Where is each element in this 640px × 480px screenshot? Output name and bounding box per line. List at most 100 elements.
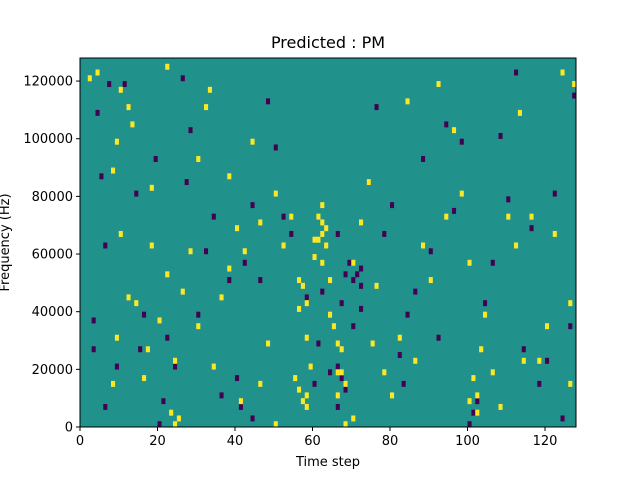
heatmap-cell-high [514, 242, 519, 249]
heatmap-cell-high [475, 392, 480, 399]
heatmap-cell-low [359, 282, 364, 289]
heatmap-cell-high [328, 277, 333, 284]
heatmap-cell-high [397, 334, 402, 341]
heatmap-cell-high [390, 392, 395, 399]
heatmap-cell-high [517, 109, 522, 116]
heatmap-cell-high [173, 357, 178, 364]
heatmap-cell-low [359, 305, 364, 312]
heatmap-cell-low [382, 230, 387, 237]
heatmap-cell-low [351, 277, 356, 284]
heatmap-cell-high [475, 409, 480, 416]
heatmap-cell-high [405, 98, 410, 105]
heatmap-cell-low [103, 242, 108, 249]
heatmap-cell-low [537, 380, 542, 387]
heatmap-cell-low [401, 380, 406, 387]
heatmap-cell-low [289, 230, 294, 237]
plot-frame [79, 57, 577, 428]
heatmap-cell-low [506, 196, 511, 203]
heatmap-cell-low [153, 156, 158, 162]
heatmap-cell-high [126, 104, 131, 111]
heatmap-cell-high [304, 334, 309, 341]
y-tick-label: 60000 [32, 248, 73, 263]
heatmap-cell-high [328, 311, 333, 318]
heatmap-cell-high [304, 403, 309, 410]
heatmap-cell-high [289, 213, 294, 220]
heatmap-cell-low [138, 346, 143, 353]
heatmap-cell-high [452, 127, 457, 134]
heatmap-cell-high [126, 294, 131, 301]
heatmap-cell-high [173, 421, 178, 428]
heatmap-cell-low [521, 346, 526, 353]
heatmap-cell-high [304, 392, 309, 399]
heatmap-cell-high [176, 415, 181, 422]
heatmap-cell-low [483, 300, 488, 307]
heatmap-cell-high [297, 386, 302, 393]
heatmap-cell-high [130, 121, 135, 128]
heatmap-cell-low [374, 104, 379, 111]
heatmap-cell-low [475, 398, 480, 405]
heatmap-cell-high [335, 369, 340, 376]
x-axis-label: Time step [295, 455, 360, 470]
heatmap-cell-low [568, 323, 573, 330]
heatmap-cell-high [207, 86, 212, 93]
heatmap-cell-high [568, 380, 573, 387]
heatmap-cell-low [467, 421, 472, 428]
heatmap-cell-low [471, 409, 476, 416]
heatmap-cell-high [145, 346, 150, 353]
heatmap-cell-high [87, 75, 92, 82]
heatmap-cell-high [506, 213, 511, 220]
heatmap-cell-low [235, 375, 240, 382]
heatmap-cell-high [552, 230, 557, 237]
heatmap-cell-high [335, 340, 340, 347]
heatmap-cell-low [328, 369, 333, 376]
heatmap-cell-low [572, 92, 577, 99]
heatmap-cell-high [444, 213, 449, 220]
x-tick-label: 80 [382, 434, 399, 449]
heatmap-cell-high [490, 369, 495, 376]
heatmap-cell-low [397, 352, 402, 359]
heatmap-cell-high [95, 69, 100, 76]
heatmap-cell-high [273, 421, 278, 428]
heatmap-cell-high [366, 179, 371, 186]
heatmap-cell-high [529, 213, 534, 220]
heatmap-cell-high [335, 392, 340, 399]
heatmap-cell-low [335, 403, 340, 410]
heatmap-cell-low [142, 311, 147, 318]
heatmap-cell-high [297, 277, 302, 284]
heatmap-cell-low [173, 363, 178, 370]
heatmap-cell-low [529, 225, 534, 232]
heatmap-cell-low [421, 156, 426, 162]
heatmap-cell-low [103, 403, 108, 410]
heatmap-cell-high [114, 138, 119, 145]
heatmap-cell-low [347, 259, 352, 266]
heatmap-cell-low [343, 271, 348, 278]
x-tick-label: 0 [76, 434, 84, 449]
heatmap-cell-high [235, 225, 240, 232]
heatmap-cell-low [312, 380, 317, 387]
heatmap-cell-high [483, 311, 488, 318]
heatmap-cell-low [219, 392, 224, 399]
heatmap-cell-low [273, 144, 278, 151]
heatmap-cell-low [490, 259, 495, 266]
heatmap-cell-high [572, 81, 577, 88]
heatmap-cell-high [320, 230, 325, 237]
heatmap-cell-high [114, 334, 119, 341]
heatmap-cell-high [312, 254, 317, 260]
heatmap-cell-high [118, 230, 123, 237]
y-tick-label: 20000 [32, 363, 73, 378]
heatmap-cell-low [242, 259, 247, 266]
heatmap-cell-high [308, 363, 313, 370]
heatmap-cell-low [266, 98, 271, 105]
heatmap-cell-high [204, 104, 209, 111]
y-tick-label: 100000 [23, 132, 73, 147]
heatmap-cell-high [273, 190, 278, 197]
heatmap-cell-low [428, 248, 433, 255]
heatmap-cell-high [300, 282, 305, 289]
heatmap-cell-high [149, 184, 154, 191]
heatmap-cell-low [258, 277, 263, 284]
heatmap-cells [87, 63, 577, 428]
heatmap-cell-high [343, 380, 348, 387]
heatmap-cell-high [219, 294, 224, 301]
heatmap-cell-high [467, 259, 472, 266]
